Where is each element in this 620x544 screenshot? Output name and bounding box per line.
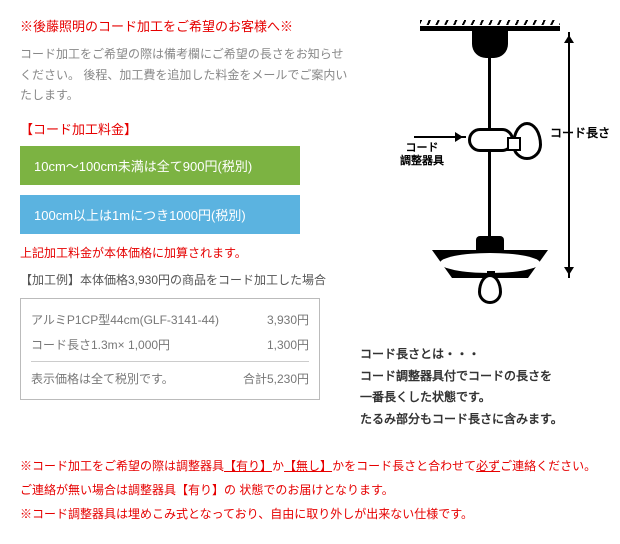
row-price: 1,300円 <box>267 336 309 353</box>
footer-text: かをコード長さと合わせて <box>332 459 476 473</box>
table-total-row: 表示価格は全て税別です。 合計5,230円 <box>31 366 309 391</box>
table-row: コード長さ1.3m× 1,000円 1,300円 <box>31 332 309 357</box>
desc-line: たるみ部分もコード長さに含みます。 <box>360 409 610 431</box>
side-bulb-icon <box>512 122 542 160</box>
page-title: ※後藤照明のコード加工をご希望のお客様へ※ <box>20 18 350 36</box>
fee-heading: 【コード加工料金】 <box>20 119 350 138</box>
footer-line-3: ※コード調整器具は埋めこみ式となっており、自由に取り外しが出来ない仕様です。 <box>20 502 600 526</box>
footer-text: ※コード加工をご希望の際は調整器具 <box>20 459 224 473</box>
main-bulb-icon <box>478 274 502 304</box>
table-divider <box>31 361 309 362</box>
table-row: アルミP1CP型44cm(GLF-3141-44) 3,930円 <box>31 307 309 332</box>
adjuster-label-line1: コード <box>406 142 439 154</box>
ceiling-plug-icon <box>472 30 508 58</box>
example-heading: 【加工例】本体価格3,930円の商品をコード加工した場合 <box>20 271 350 288</box>
footer-notes: ※コード加工をご希望の際は調整器具【有り】か【無し】かをコード長さと合わせて必ず… <box>20 454 600 526</box>
footer-text: ご連絡ください。 <box>500 459 596 473</box>
add-note: 上記加工料金が本体価格に加算されます。 <box>20 244 350 261</box>
length-label: コード長さ <box>550 124 610 141</box>
adjuster-label-line2: 調整器具 <box>400 155 444 167</box>
fee-tier-2: 100cm以上は1mにつき1000円(税別) <box>20 195 300 234</box>
desc-line: コード長さとは・・・ <box>360 344 610 366</box>
row-label: コード長さ1.3m× 1,000円 <box>31 336 170 353</box>
fee-tier-1: 10cm～100cm未満は全て900円(税別) <box>20 146 300 185</box>
adjuster-arrow-icon <box>414 136 466 138</box>
footer-underline: 【有り】 <box>224 459 272 473</box>
cord-upper-icon <box>488 58 491 138</box>
length-description: コード長さとは・・・ コード調整器具付でコードの長さを 一番長くした状態です。 … <box>360 344 610 430</box>
desc-line: 一番長くした状態です。 <box>360 387 610 409</box>
price-table: アルミP1CP型44cm(GLF-3141-44) 3,930円 コード長さ1.… <box>20 298 320 400</box>
cord-lower-icon <box>488 152 491 240</box>
footer-underline: 【無し】 <box>284 459 332 473</box>
desc-line: コード調整器具付でコードの長さを <box>360 366 610 388</box>
footer-line-1: ※コード加工をご希望の際は調整器具【有り】か【無し】かをコード長さと合わせて必ず… <box>20 454 600 478</box>
pendant-diagram: コード長さ コード 調整器具 <box>360 18 610 338</box>
total-price: 合計5,230円 <box>243 370 309 387</box>
length-arrow-icon <box>568 32 570 278</box>
row-price: 3,930円 <box>267 311 309 328</box>
total-label: 表示価格は全て税別です。 <box>31 370 174 387</box>
footer-line-2: ご連絡が無い場合は調整器具【有り】の 状態でのお届けとなります。 <box>20 478 600 502</box>
footer-text: か <box>272 459 284 473</box>
footer-underline: 必ず <box>476 459 500 473</box>
lead-text: コード加工をご希望の際は備考欄にご希望の長さをお知らせください。 後程、加工費を… <box>20 44 350 105</box>
row-label: アルミP1CP型44cm(GLF-3141-44) <box>31 311 219 328</box>
adjuster-label: コード 調整器具 <box>400 142 444 168</box>
